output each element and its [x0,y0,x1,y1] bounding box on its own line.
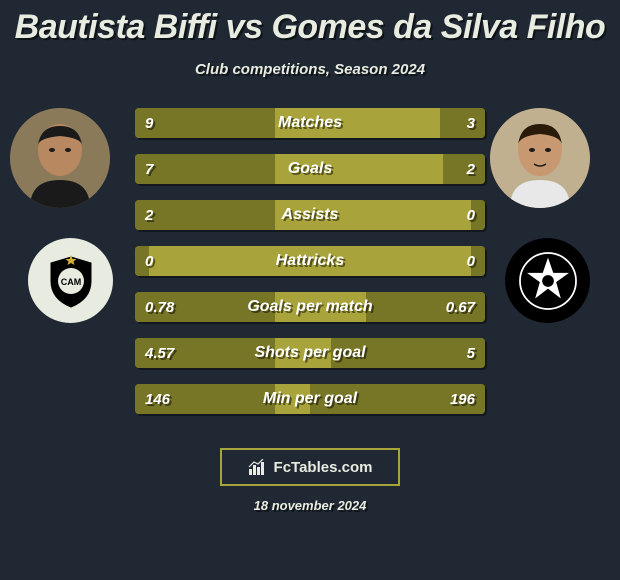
stat-label: Hattricks [135,252,485,270]
stat-row: 0.78 Goals per match 0.67 [135,292,485,322]
stat-value-right: 2 [467,161,475,178]
stat-fill-right [440,108,486,138]
stat-fill-right [443,154,485,184]
stat-row: 4.57 Shots per goal 5 [135,338,485,368]
player-photo-left [10,108,110,208]
stat-row: 9 Matches 3 [135,108,485,138]
stat-value-left: 0.78 [145,299,174,316]
stat-value-right: 0 [467,207,475,224]
stat-value-right: 196 [450,391,475,408]
comparison-title: Bautista Biffi vs Gomes da Silva Filho [0,0,620,47]
stat-fill-right [331,338,485,368]
comparison-area: CAM 9 Matches 3 7 Goals 2 2 Assists 0 0 … [0,108,620,438]
stat-fill-left [135,154,275,184]
brand-badge[interactable]: FcTables.com [220,448,400,486]
chart-icon [248,459,268,475]
stat-value-right: 0.67 [446,299,475,316]
stat-value-left: 0 [145,253,153,270]
stat-value-left: 146 [145,391,170,408]
svg-text:CAM: CAM [60,277,81,287]
stat-fill-left [135,108,275,138]
brand-text: FcTables.com [274,459,373,476]
stat-row: 146 Min per goal 196 [135,384,485,414]
stat-row: 7 Goals 2 [135,154,485,184]
club-logo-left: CAM [28,238,113,323]
stat-value-left: 7 [145,161,153,178]
stat-value-right: 0 [467,253,475,270]
stat-bars: 9 Matches 3 7 Goals 2 2 Assists 0 0 Hatt… [135,108,485,430]
stat-value-left: 9 [145,115,153,132]
stat-row: 2 Assists 0 [135,200,485,230]
comparison-subtitle: Club competitions, Season 2024 [0,61,620,78]
stat-fill-left [135,200,275,230]
stat-value-left: 4.57 [145,345,174,362]
comparison-date: 18 november 2024 [0,498,620,513]
stat-value-right: 5 [467,345,475,362]
stat-value-right: 3 [467,115,475,132]
stat-value-left: 2 [145,207,153,224]
stat-row: 0 Hattricks 0 [135,246,485,276]
player-photo-right [490,108,590,208]
club-logo-right [505,238,590,323]
